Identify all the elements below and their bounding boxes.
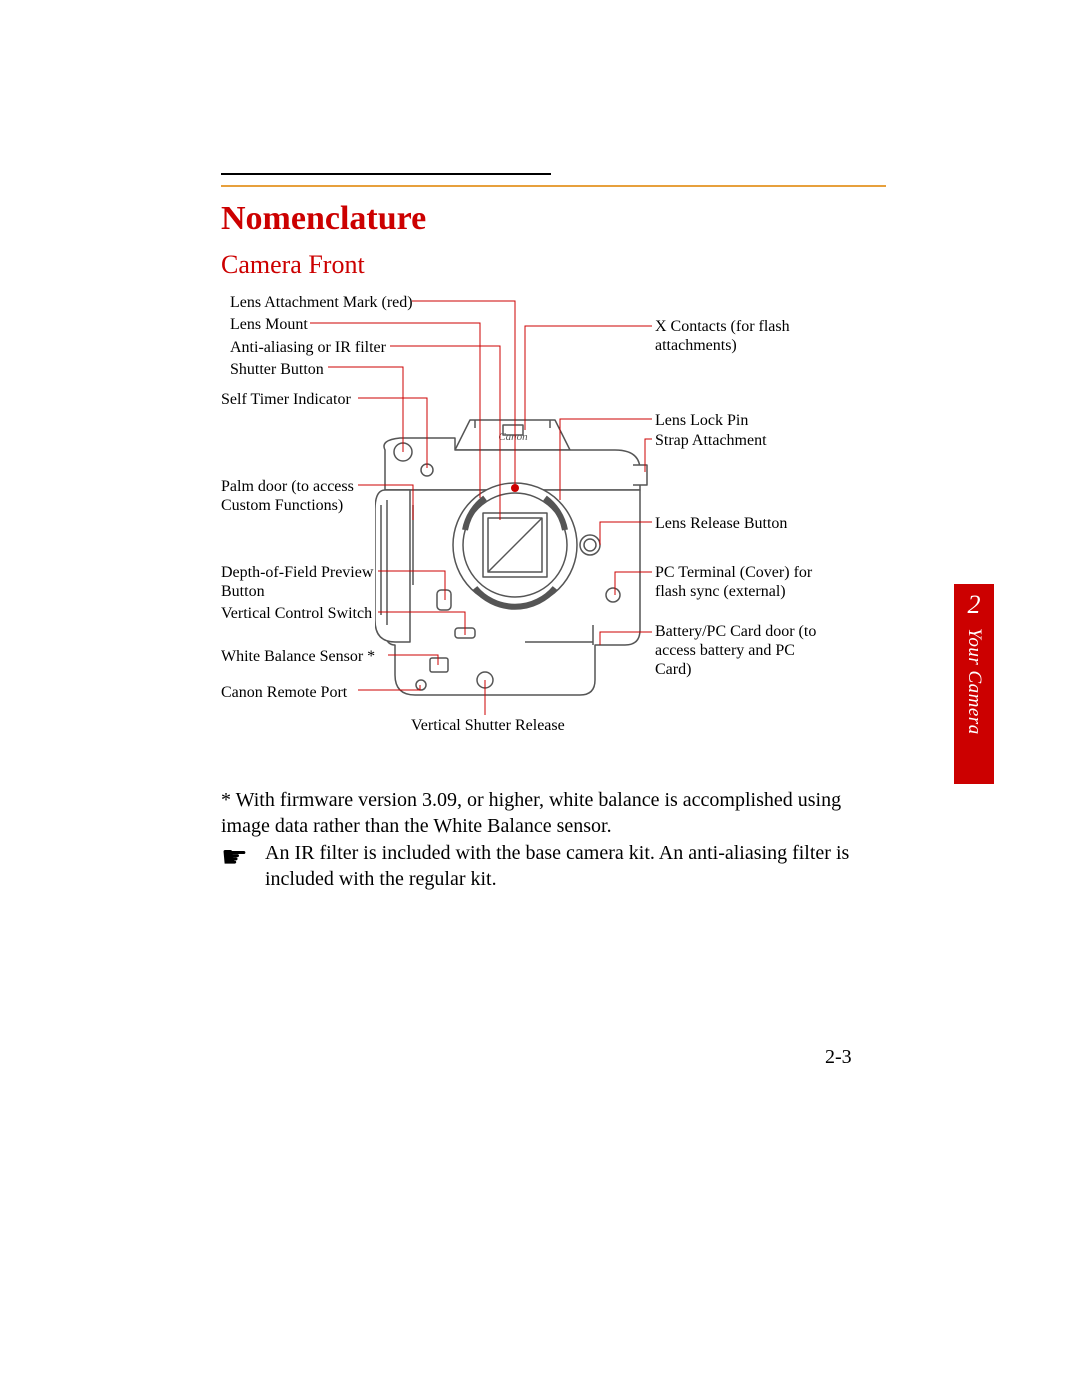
svg-text:Canon: Canon — [498, 431, 528, 443]
label-lens-lock-pin: Lens Lock Pin — [655, 411, 805, 430]
label-white-balance: White Balance Sensor * — [221, 647, 391, 666]
label-palm-door: Palm door (to access Custom Functions) — [221, 477, 366, 515]
page-number: 2-3 — [825, 1046, 852, 1069]
chapter-tab: 2 Your Camera — [954, 584, 994, 784]
label-x-contacts: X Contacts (for flash attachments) — [655, 317, 805, 355]
label-lens-attachment-mark: Lens Attachment Mark (red) — [230, 293, 420, 312]
label-strap-attachment: Strap Attachment — [655, 431, 805, 450]
label-canon-remote: Canon Remote Port — [221, 683, 391, 702]
section-title: Nomenclature — [221, 200, 426, 238]
rule-orange — [221, 185, 886, 187]
label-battery-door: Battery/PC Card door (to access battery … — [655, 622, 835, 679]
note-text: An IR filter is included with the base c… — [265, 840, 886, 892]
note-row: ☛ An IR filter is included with the base… — [221, 840, 886, 892]
pointer-icon: ☛ — [221, 840, 248, 875]
manual-page: Nomenclature Camera Front — [0, 0, 1080, 1397]
label-anti-aliasing: Anti-aliasing or IR filter — [230, 338, 420, 357]
chapter-title: Your Camera — [954, 624, 994, 784]
label-vertical-control: Vertical Control Switch — [221, 604, 381, 623]
label-shutter-button: Shutter Button — [230, 360, 420, 379]
footnote-text: * With firmware version 3.09, or higher,… — [221, 787, 886, 839]
label-self-timer: Self Timer Indicator — [221, 390, 371, 409]
label-dof-preview: Depth-of-Field Preview Button — [221, 563, 376, 601]
label-lens-release: Lens Release Button — [655, 514, 815, 533]
chapter-number: 2 — [954, 590, 994, 620]
rule-top — [221, 173, 551, 175]
label-lens-mount: Lens Mount — [230, 315, 420, 334]
label-vertical-shutter: Vertical Shutter Release — [411, 716, 611, 735]
section-subtitle: Camera Front — [221, 250, 365, 280]
label-pc-terminal: PC Terminal (Cover) for flash sync (exte… — [655, 563, 825, 601]
camera-illustration: Canon — [375, 410, 650, 705]
